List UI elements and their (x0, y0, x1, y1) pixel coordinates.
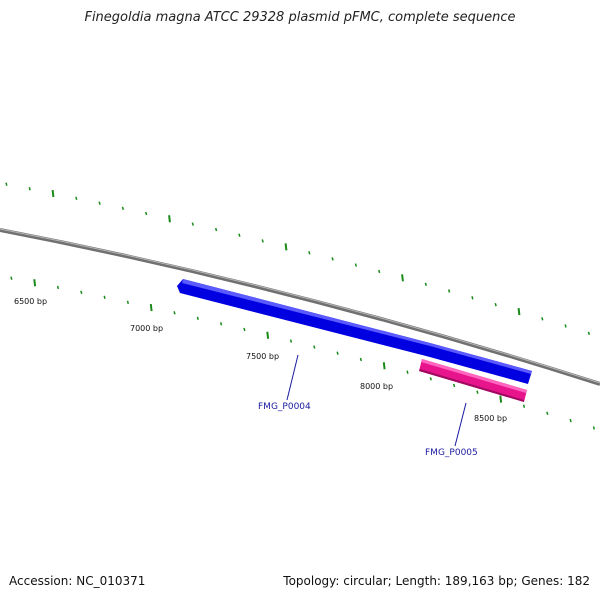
major-tick (517, 308, 521, 316)
minor-tick (564, 324, 567, 328)
scale-label-7000: 7000 bp (130, 324, 163, 333)
minor-tick (191, 222, 194, 226)
minor-tick (476, 390, 479, 394)
major-tick (168, 215, 171, 223)
label-leader-fmg-p0005 (454, 402, 467, 447)
accession-text: Accession: NC_010371 (9, 574, 146, 588)
minor-tick (56, 285, 60, 290)
minor-tick (289, 339, 293, 343)
gene-fmg-p0004[interactable] (177, 279, 532, 384)
outer-ticks (5, 182, 591, 336)
major-tick (33, 279, 37, 287)
minor-tick (313, 345, 316, 349)
inner-ticks (10, 276, 596, 430)
minor-tick (75, 196, 78, 200)
minor-tick (80, 290, 83, 295)
major-tick (401, 274, 404, 282)
minor-tick (238, 233, 241, 237)
minor-tick (121, 206, 125, 210)
scale-label-8500: 8500 bp (474, 414, 507, 423)
minor-tick (196, 316, 199, 320)
major-tick (51, 189, 55, 198)
label-leader-fmg-p0004 (286, 354, 299, 401)
minor-tick (429, 377, 432, 381)
major-tick (499, 395, 503, 403)
minor-tick (587, 331, 591, 336)
sequence-backbone (0, 228, 600, 386)
minor-tick (261, 239, 264, 243)
minor-tick (424, 282, 427, 287)
minor-tick (452, 383, 456, 388)
minor-tick (308, 251, 311, 255)
scale-label-7500: 7500 bp (246, 352, 279, 361)
minor-tick (103, 295, 106, 299)
scale-label-6500: 6500 bp (14, 297, 47, 306)
minor-tick (243, 327, 246, 332)
minor-tick (126, 300, 130, 305)
major-tick (284, 243, 288, 251)
minor-tick (5, 182, 8, 186)
minor-tick (354, 263, 358, 267)
map-title: Finegoldia magna ATCC 29328 plasmid pFMC… (84, 10, 516, 25)
minor-tick (494, 302, 497, 307)
minor-tick (546, 411, 549, 415)
minor-tick (98, 201, 101, 205)
sequence-summary: Topology: circular; Length: 189,163 bp; … (283, 574, 590, 588)
major-tick (266, 331, 270, 339)
minor-tick (331, 257, 334, 261)
major-tick (149, 303, 153, 312)
minor-tick (592, 426, 596, 430)
minor-tick (569, 418, 572, 423)
gene-label-fmg-p0004[interactable]: FMG_P0004 (258, 402, 311, 412)
scale-label-8000: 8000 bp (360, 382, 393, 391)
gene-fmg-p0005[interactable] (419, 359, 527, 402)
minor-tick (219, 322, 223, 326)
minor-tick (359, 357, 363, 362)
minor-tick (522, 404, 526, 408)
minor-tick (10, 276, 13, 280)
minor-tick (336, 351, 339, 355)
minor-tick (214, 227, 218, 232)
minor-tick (173, 311, 176, 315)
minor-tick (28, 187, 31, 191)
minor-tick (378, 269, 381, 274)
minor-tick (471, 296, 474, 300)
minor-tick (541, 317, 544, 321)
minor-tick (145, 211, 148, 216)
minor-tick (406, 370, 409, 374)
minor-tick (447, 289, 451, 293)
gene-label-fmg-p0005[interactable]: FMG_P0005 (425, 448, 478, 458)
major-tick (382, 362, 386, 370)
